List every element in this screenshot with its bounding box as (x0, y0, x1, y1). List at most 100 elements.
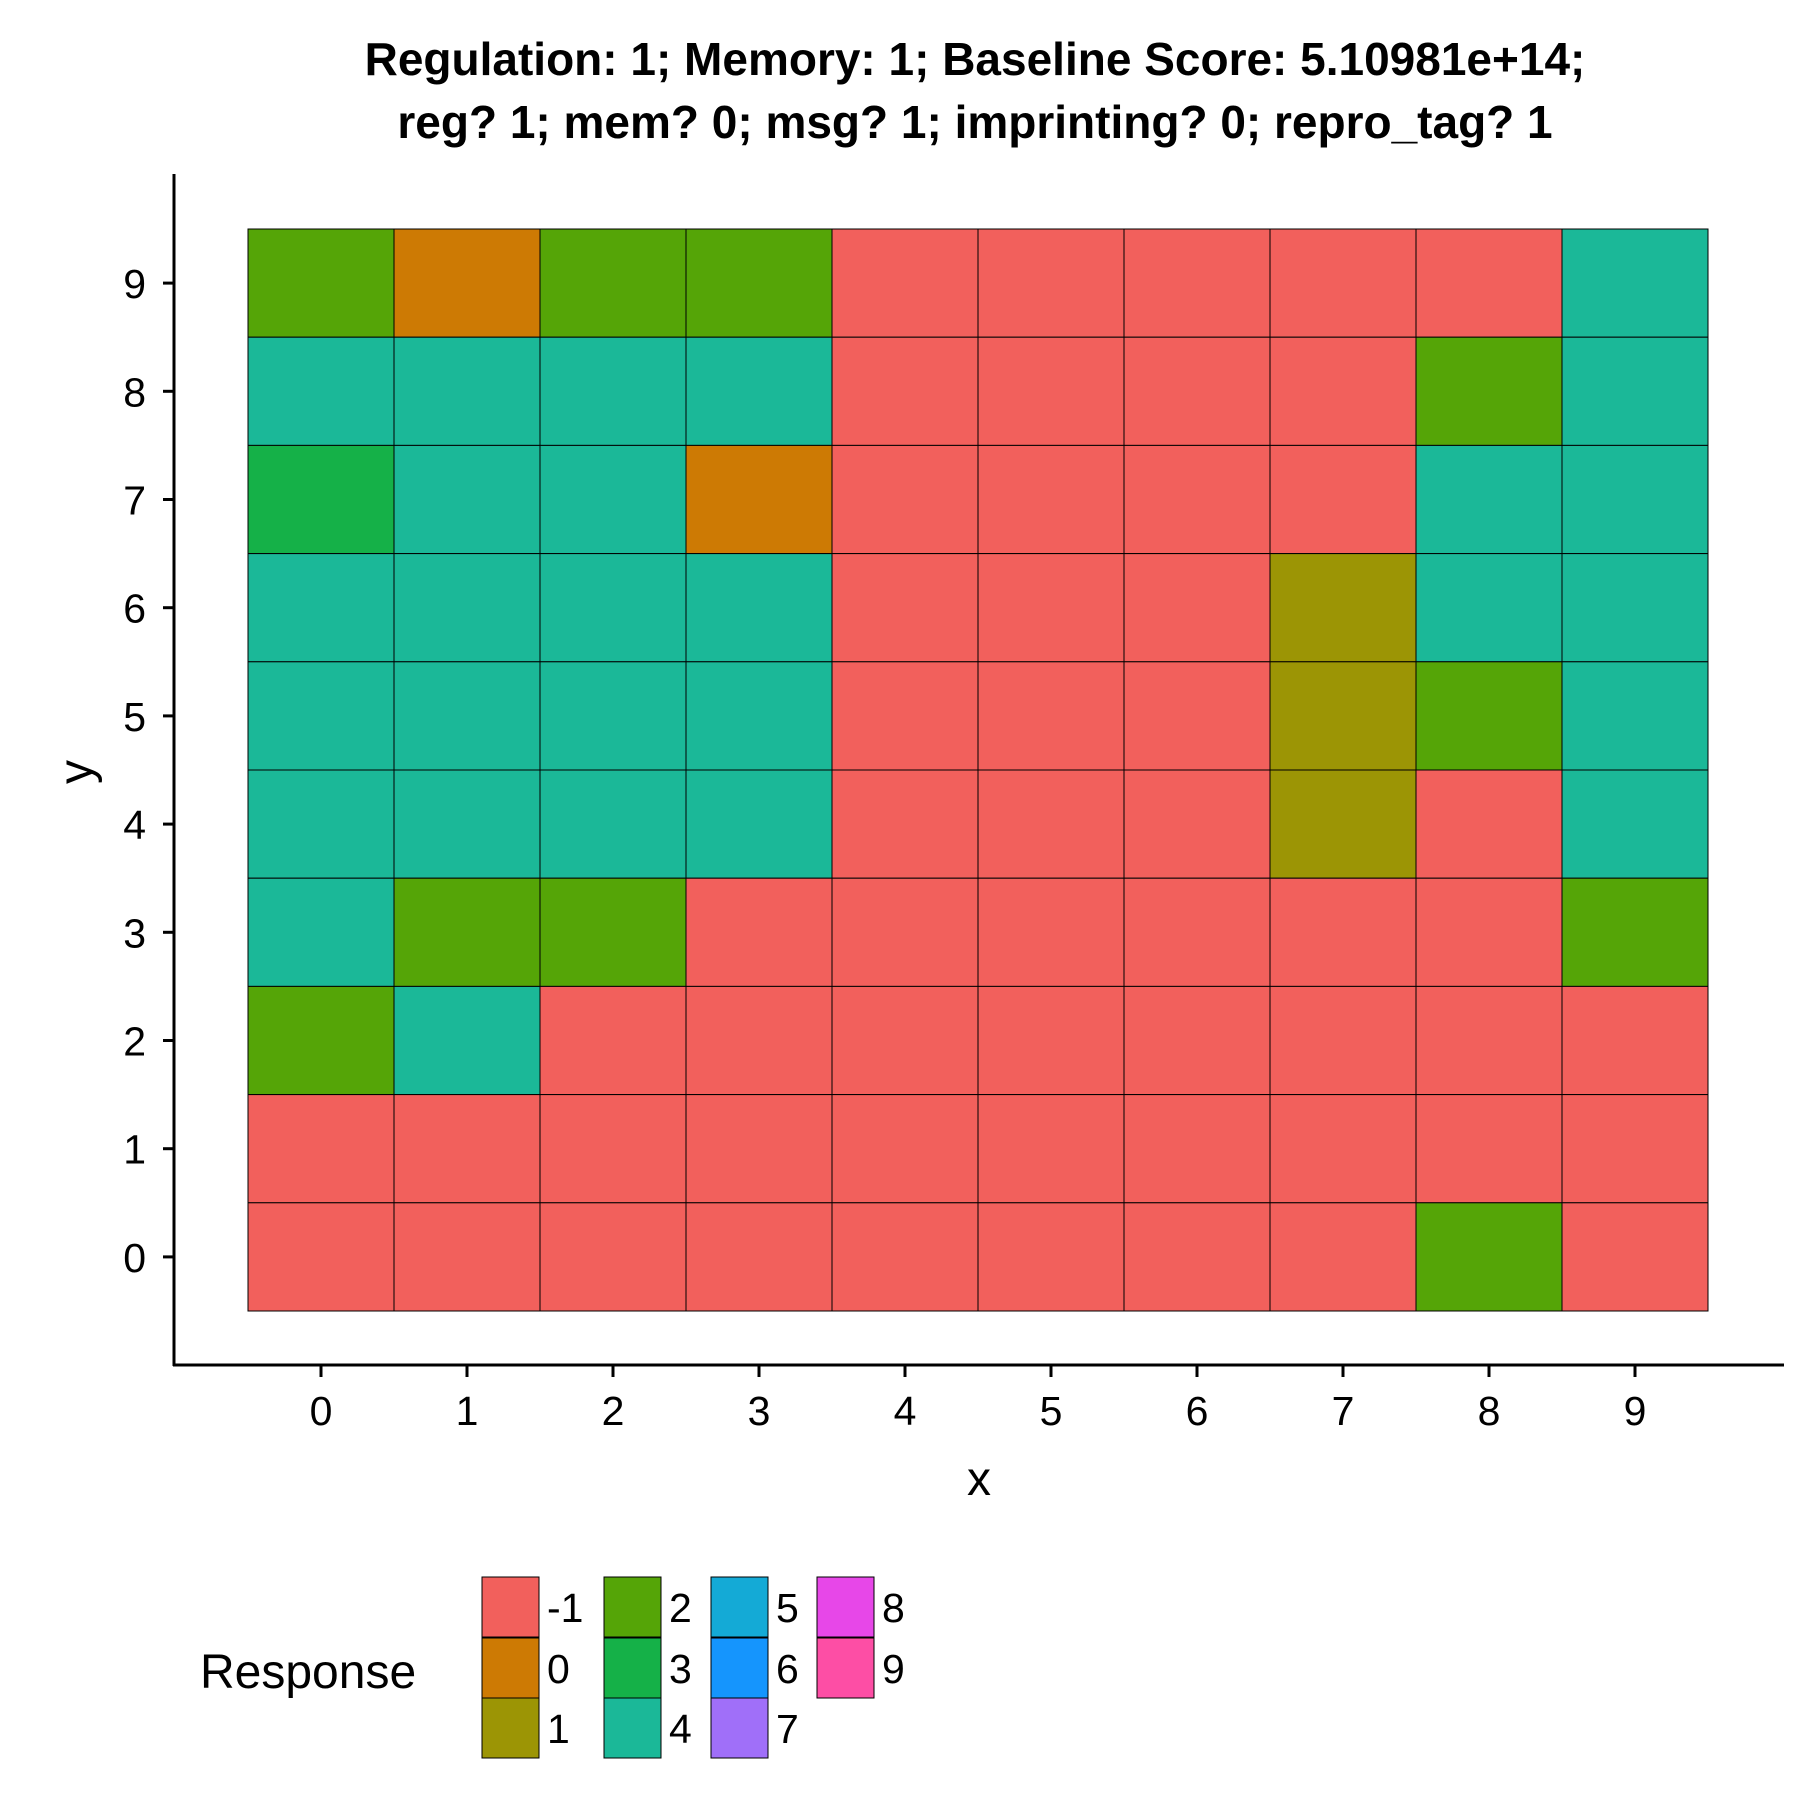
heatmap-cell-x5-y0 (977, 1202, 1125, 1312)
heatmap-cell-x8-y5 (1415, 661, 1563, 771)
x-axis-title: x (967, 1453, 991, 1506)
heatmap-cell-x6-y3 (1123, 877, 1271, 987)
heatmap-cell-x2-y4 (539, 769, 687, 879)
chart-title-line-2: reg? 1; mem? 0; msg? 1; imprinting? 0; r… (397, 96, 1552, 148)
legend-key (710, 1576, 769, 1638)
heatmap-cell-x4-y6 (831, 553, 979, 663)
y-tick-label: 8 (123, 369, 146, 415)
legend-label: 7 (776, 1706, 799, 1752)
heatmap-cell-x8-y0 (1415, 1202, 1563, 1312)
legend-item: 1 (481, 1697, 570, 1759)
heatmap-cell-x0-y0 (247, 1202, 395, 1312)
legend-title: Response (200, 1646, 416, 1699)
y-axis-ticks: 0 1 2 3 4 5 6 7 8 9 (123, 261, 174, 1281)
heatmap-cell-x4-y8 (831, 336, 979, 446)
legend-item: 3 (603, 1637, 692, 1699)
legend-label: 2 (669, 1585, 692, 1631)
heatmap-cell-x6-y4 (1123, 769, 1271, 879)
y-tick-label: 0 (123, 1235, 146, 1281)
legend-item: 0 (481, 1637, 570, 1699)
heatmap-cell-x7-y4 (1269, 769, 1417, 879)
heatmap-cell-x2-y9 (539, 228, 687, 338)
legend-item: 6 (710, 1637, 799, 1699)
heatmap-cell-x9-y8 (1561, 336, 1709, 446)
heatmap-cell-x1-y0 (393, 1202, 541, 1312)
x-tick-label: 0 (310, 1388, 333, 1434)
legend-item: -1 (481, 1576, 583, 1638)
legend-key (603, 1637, 662, 1699)
heatmap-cell-x5-y9 (977, 228, 1125, 338)
legend-key (603, 1697, 662, 1759)
heatmap-cell-x3-y2 (685, 985, 833, 1096)
heatmap-cell-x0-y8 (247, 336, 395, 446)
x-tick-label: 2 (602, 1388, 625, 1434)
x-axis-ticks: 0 1 2 3 4 5 6 7 8 9 (310, 1366, 1646, 1434)
heatmap-cell-x9-y1 (1561, 1094, 1709, 1204)
heatmap-cell-x2-y1 (539, 1094, 687, 1204)
heatmap-cell-x0-y9 (247, 228, 395, 338)
y-tick-label: 6 (123, 586, 146, 632)
heatmap-cell-x5-y6 (977, 553, 1125, 663)
heatmap-cell-x6-y9 (1123, 228, 1271, 338)
y-axis-title: y (50, 760, 103, 784)
heatmap-cell-x3-y9 (685, 228, 833, 338)
heatmap-cell-x3-y1 (685, 1094, 833, 1204)
heatmap-cell-x7-y5 (1269, 661, 1417, 771)
heatmap-cell-x0-y4 (247, 769, 395, 879)
heatmap-cell-x1-y8 (393, 336, 541, 446)
heatmap-cell-x6-y5 (1123, 661, 1271, 771)
heatmap-cell-x4-y3 (831, 877, 979, 987)
heatmap-cell-x6-y0 (1123, 1202, 1271, 1312)
y-tick-label: 1 (123, 1127, 146, 1173)
heatmap-cell-x0-y6 (247, 553, 395, 663)
heatmap-cell-x3-y7 (685, 444, 833, 555)
y-tick-label: 5 (123, 694, 146, 740)
heatmap-cell-x3-y6 (685, 553, 833, 663)
heatmap-cell-x8-y7 (1415, 444, 1563, 555)
heatmap-cell-x8-y6 (1415, 553, 1563, 663)
heatmap-cell-x1-y1 (393, 1094, 541, 1204)
legend-label: 5 (776, 1585, 799, 1631)
heatmap-cell-x1-y9 (393, 228, 541, 338)
heatmap-cell-x3-y3 (685, 877, 833, 987)
legend-label: 1 (547, 1706, 570, 1752)
heatmap-cell-x4-y2 (831, 985, 979, 1096)
heatmap-cell-x0-y2 (247, 985, 395, 1096)
heatmap-cell-x9-y6 (1561, 553, 1709, 663)
heatmap-cell-x5-y8 (977, 336, 1125, 446)
x-tick-label: 7 (1332, 1388, 1355, 1434)
x-tick-label: 5 (1040, 1388, 1063, 1434)
heatmap-cell-x9-y7 (1561, 444, 1709, 555)
heatmap-cell-x0-y3 (247, 877, 395, 987)
x-tick-label: 3 (748, 1388, 771, 1434)
x-tick-label: 4 (894, 1388, 917, 1434)
heatmap-cell-x2-y6 (539, 553, 687, 663)
chart-title-line-1: Regulation: 1; Memory: 1; Baseline Score… (365, 33, 1586, 85)
heatmap-cell-x8-y1 (1415, 1094, 1563, 1204)
legend-key (816, 1576, 875, 1638)
x-tick-label: 6 (1186, 1388, 1209, 1434)
heatmap-cell-x2-y3 (539, 877, 687, 987)
y-tick-label: 2 (123, 1019, 146, 1065)
heatmap-cell-x6-y2 (1123, 985, 1271, 1096)
legend-key (710, 1637, 769, 1699)
heatmap-cell-x9-y2 (1561, 985, 1709, 1096)
heatmap-cell-x8-y4 (1415, 769, 1563, 879)
heatmap-cell-x3-y8 (685, 336, 833, 446)
legend-key (481, 1576, 540, 1638)
heatmap-cell-x7-y7 (1269, 444, 1417, 555)
heatmap-cell-x5-y2 (977, 985, 1125, 1096)
heatmap-cell-x7-y1 (1269, 1094, 1417, 1204)
legend-item: 7 (710, 1697, 799, 1759)
heatmap-cell-x4-y9 (831, 228, 979, 338)
x-tick-label: 8 (1478, 1388, 1501, 1434)
legend-item: 5 (710, 1576, 799, 1638)
heatmap-cell-x3-y5 (685, 661, 833, 771)
heatmap-cell-x7-y6 (1269, 553, 1417, 663)
heatmap-cell-x6-y6 (1123, 553, 1271, 663)
heatmap-cell-x7-y0 (1269, 1202, 1417, 1312)
heatmap-cell-x0-y5 (247, 661, 395, 771)
heatmap-cell-x7-y2 (1269, 985, 1417, 1096)
heatmap-cell-x4-y5 (831, 661, 979, 771)
